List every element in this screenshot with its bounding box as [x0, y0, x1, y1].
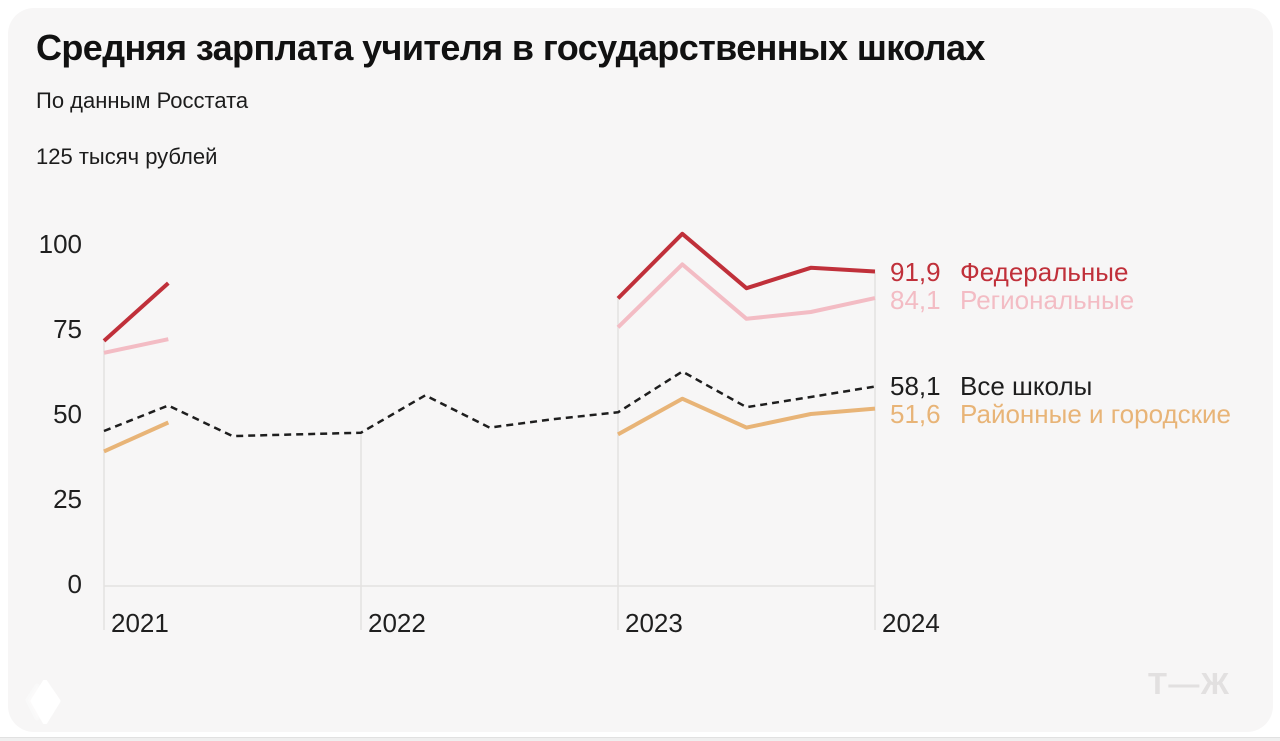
chart-subtitle: По данным Росстата [36, 88, 249, 113]
chart-title: Средняя зарплата учителя в государственн… [36, 27, 985, 68]
y-tick-label: 75 [53, 314, 82, 344]
y-tick-label: 25 [53, 484, 82, 514]
series-line-4 [103, 420, 170, 454]
x-tick-label: 2022 [368, 608, 426, 638]
diamond-logo-icon [25, 680, 61, 724]
tj-logo: Т—Ж [1148, 666, 1231, 701]
series-line-4 [617, 396, 876, 437]
legend-value: 58,1 [890, 371, 941, 402]
legend-label: Районные и городские [960, 399, 1232, 430]
legend-item: 51,6 Районные и городские [890, 399, 1231, 429]
legend-value: 91,9 [890, 256, 941, 287]
series-line-1 [102, 281, 170, 343]
next-card-edge [0, 737, 1280, 741]
legend-label: Федеральные [960, 256, 1129, 287]
legend-label: Все школы [960, 371, 1093, 402]
y-axis-unit-label: 125 тысяч рублей [36, 144, 218, 169]
legend-item: 58,1 Все школы [890, 371, 1092, 401]
legend-value: 51,6 [890, 399, 941, 430]
series-line-2 [103, 337, 169, 355]
legend-item: 91,9 Федеральные [890, 257, 1128, 287]
y-tick-label: 50 [53, 399, 82, 429]
x-tick-label: 2023 [625, 608, 683, 638]
y-tick-label: 0 [67, 569, 82, 599]
legend-value: 84,1 [890, 284, 941, 315]
series-line-1 [616, 231, 876, 300]
legend-item: 84,1 Региональные [890, 285, 1134, 315]
x-tick-label: 2024 [882, 608, 940, 638]
x-tick-label: 2021 [111, 608, 169, 638]
series-line-2 [616, 262, 876, 329]
y-tick-label: 100 [38, 229, 82, 259]
legend-label: Региональные [960, 284, 1135, 315]
chart-card [8, 8, 1273, 732]
